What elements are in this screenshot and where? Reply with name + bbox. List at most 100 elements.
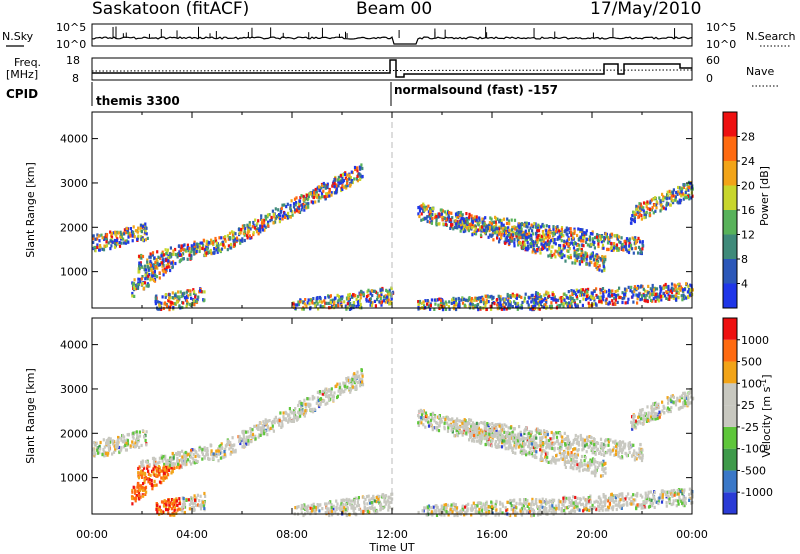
data-cell: [531, 229, 534, 233]
data-cell: [303, 505, 307, 510]
data-cell: [303, 398, 306, 402]
data-cell: [589, 303, 592, 307]
data-cell: [684, 190, 687, 194]
data-cell: [174, 462, 177, 466]
data-cell: [555, 229, 558, 233]
data-cell: [160, 252, 163, 256]
data-cell: [282, 411, 285, 415]
data-cell: [474, 296, 477, 300]
data-cell: [553, 240, 556, 244]
data-cell: [619, 240, 622, 245]
data-cell: [537, 223, 540, 227]
data-cell: [269, 219, 272, 223]
data-cell: [190, 449, 193, 453]
data-cell: [278, 418, 281, 423]
data-cell: [387, 495, 390, 499]
data-cell: [591, 294, 594, 298]
data-cell: [623, 287, 627, 291]
data-cell: [417, 300, 420, 304]
data-cell: [430, 415, 433, 419]
data-cell: [594, 261, 597, 265]
data-cell: [317, 199, 320, 203]
data-cell: [152, 263, 155, 267]
data-cell: [623, 293, 626, 297]
data-cell: [219, 447, 222, 451]
data-cell: [298, 300, 302, 304]
data-cell: [676, 190, 679, 194]
data-cell: [585, 257, 588, 261]
data-cell: [484, 230, 487, 234]
data-cell: [627, 297, 630, 301]
cpid-row: CPID themis 3300 normalsound (fast) -157: [6, 82, 558, 108]
data-cell: [542, 298, 545, 302]
data-cell: [118, 241, 121, 245]
data-cell: [232, 444, 235, 448]
data-cell: [199, 507, 203, 511]
data-cell: [658, 295, 661, 299]
data-cell: [107, 442, 110, 446]
data-cell: [141, 224, 145, 228]
data-cell: [635, 204, 638, 208]
data-cell: [435, 216, 438, 220]
data-cell: [565, 242, 568, 246]
data-cell: [478, 218, 481, 222]
data-cell: [204, 448, 207, 452]
colorbar-tick-label: 20: [741, 180, 755, 193]
data-cell: [534, 293, 537, 297]
data-cell: [335, 190, 338, 194]
data-cell: [499, 300, 502, 304]
data-cell: [241, 430, 244, 434]
data-cell: [346, 181, 349, 185]
data-cell: [677, 201, 680, 205]
data-cell: [452, 420, 455, 424]
data-cell: [340, 502, 343, 506]
data-cell: [589, 253, 592, 257]
data-cell: [359, 296, 362, 300]
data-cell: [669, 203, 672, 207]
data-cell: [161, 295, 164, 299]
colorbar-tick-label: 28: [741, 131, 755, 144]
data-cell: [145, 443, 148, 447]
data-cell: [279, 411, 282, 415]
data-cell: [440, 212, 443, 217]
data-cell: [278, 213, 281, 217]
data-cell: [249, 427, 252, 431]
data-cell: [136, 489, 139, 493]
data-cell: [532, 247, 536, 251]
data-cell: [96, 233, 99, 237]
data-cell: [479, 233, 483, 237]
data-cell: [529, 307, 532, 311]
data-cell: [260, 221, 264, 225]
data-cell: [201, 448, 204, 452]
data-cell: [140, 460, 143, 464]
data-cell: [677, 296, 680, 300]
data-cell: [313, 396, 316, 400]
data-cell: [137, 476, 141, 480]
data-cell: [573, 460, 576, 464]
data-cell: [549, 446, 552, 450]
data-cell: [120, 232, 123, 236]
data-cell: [196, 503, 200, 507]
data-cell: [651, 283, 654, 288]
data-cell: [172, 456, 175, 460]
data-cell: [379, 296, 382, 301]
data-cell: [319, 401, 322, 405]
cpid-right-text: normalsound (fast) -157: [394, 83, 558, 97]
data-cell: [232, 239, 235, 243]
data-cell: [504, 237, 507, 241]
data-cell: [605, 290, 608, 294]
data-cell: [297, 206, 300, 210]
data-cell: [295, 201, 298, 205]
data-cell: [311, 394, 314, 399]
data-cell: [374, 290, 378, 294]
data-cell: [203, 290, 206, 294]
data-cell: [490, 307, 493, 311]
data-cell: [642, 206, 645, 210]
data-cell: [230, 450, 233, 454]
data-cell: [636, 301, 639, 305]
data-cell: [187, 452, 190, 456]
data-cell: [596, 465, 600, 470]
data-cell: [352, 301, 356, 305]
data-cell: [108, 444, 111, 448]
data-cell: [601, 287, 605, 291]
